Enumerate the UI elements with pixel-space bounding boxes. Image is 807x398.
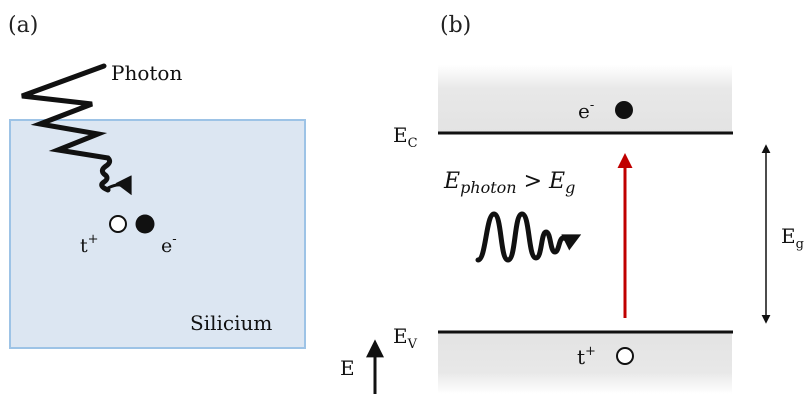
- panel-b-label: (b): [440, 13, 471, 38]
- conduction-band: [438, 65, 732, 133]
- photon-wave-icon: [475, 211, 575, 263]
- hole-circle-b-icon: [616, 347, 634, 365]
- electron-label-a: e-: [161, 232, 177, 257]
- conduction-level-label: EC: [393, 123, 418, 151]
- valence-band: [438, 332, 732, 394]
- electron-dot-b-icon: [615, 101, 633, 119]
- hole-label-a: t+: [80, 232, 99, 257]
- electron-dot-icon: [135, 214, 155, 234]
- photon-wave-arrow-icon: [561, 234, 582, 251]
- hole-label-b: t+: [577, 344, 596, 369]
- photon-label: Photon: [111, 61, 182, 85]
- silicon-label: Silicium: [190, 311, 272, 335]
- photon-condition: Ephoton > Eg: [443, 169, 575, 197]
- photon-arrow-icon: [107, 175, 132, 196]
- panel-a-label: (a): [8, 13, 38, 38]
- silicon-block: [9, 119, 306, 349]
- valence-level-label: EV: [393, 324, 418, 352]
- band-gap-label: Eg: [781, 224, 804, 252]
- panel-a: (a) Photon t+ e- Silicium: [8, 13, 306, 349]
- energy-axis-label: E: [340, 356, 355, 380]
- panel-b: (b) EC EV e- t+ Ephoton > Eg Eg E: [340, 13, 804, 394]
- hole-circle-icon: [109, 215, 127, 233]
- electron-label-b: e-: [578, 98, 594, 123]
- photon-zigzag-icon: [21, 63, 113, 193]
